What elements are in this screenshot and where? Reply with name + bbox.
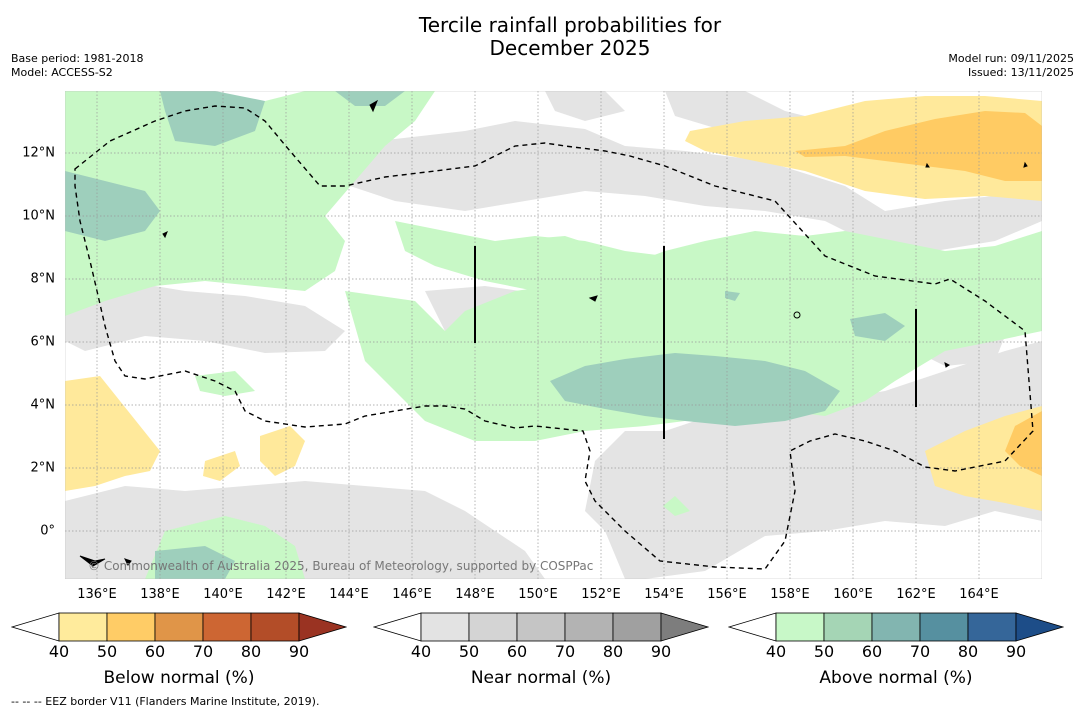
colorbar-tick-label: 60: [144, 642, 166, 661]
x-tick-label: 140°E: [203, 587, 243, 602]
meta-left: Base period: 1981-2018 Model: ACCESS-S2: [11, 52, 143, 80]
colorbar-max-extension: [1015, 612, 1065, 642]
x-tick-label: 142°E: [266, 587, 306, 602]
copyright-notice: © Commonwealth of Australia 2025, Bureau…: [88, 559, 594, 573]
x-tick-label: 158°E: [770, 587, 810, 602]
x-tick-label: 138°E: [140, 587, 180, 602]
y-tick-label: 12°N: [22, 145, 55, 161]
issued-date: Issued: 13/11/2025: [967, 66, 1074, 79]
map-svg: [65, 91, 1042, 579]
x-tick-label: 150°E: [518, 587, 558, 602]
x-tick-label: 162°E: [896, 587, 936, 602]
colorbar-tick-label: 90: [288, 642, 310, 661]
x-tick-label: 148°E: [455, 587, 495, 602]
colorbar-segment: [154, 612, 204, 642]
colorbar-above-normal: 40 50 60 70 80 90 Above normal (%): [727, 612, 1065, 688]
colorbar-min-extension: [10, 612, 60, 642]
x-tick-label: 160°E: [833, 587, 873, 602]
colorbar-tick-label: 90: [650, 642, 672, 661]
colorbar-tick-label: 50: [813, 642, 835, 661]
y-tick-label: 8°N: [30, 271, 56, 287]
title-line-1: Tercile rainfall probabilities for: [418, 13, 722, 37]
base-period: Base period: 1981-2018: [11, 52, 144, 65]
x-tick-label: 164°E: [959, 587, 999, 602]
colorbar-tick-label: 90: [1005, 642, 1027, 661]
x-tick-label: 152°E: [581, 587, 621, 602]
colorbar-tick-label: 40: [48, 642, 70, 661]
colorbar-segment: [919, 612, 969, 642]
meta-right: Model run: 09/11/2025 Issued: 13/11/2025: [948, 52, 1074, 80]
colorbar-segment: [106, 612, 156, 642]
colorbar-segment: [202, 612, 252, 642]
colorbar-segment: [516, 612, 566, 642]
colorbar-tick-label: 80: [957, 642, 979, 661]
colorbar-segment: [420, 612, 470, 642]
colorbar-min-extension: [372, 612, 422, 642]
colorbar-tick-label: 50: [458, 642, 480, 661]
colorbar-tick-label: 50: [96, 642, 118, 661]
colorbar-svg: [372, 612, 710, 642]
colorbar-tick-label: 80: [240, 642, 262, 661]
y-tick-label: 4°N: [30, 397, 56, 413]
colorbar-segment: [823, 612, 873, 642]
colorbar-min-extension: [727, 612, 777, 642]
colorbar-segment: [250, 612, 300, 642]
model-name: Model: ACCESS-S2: [11, 66, 113, 79]
colorbar-segment: [967, 612, 1017, 642]
colorbar-segment: [871, 612, 921, 642]
colorbar-tick-label: 60: [861, 642, 883, 661]
colorbar-segment: [775, 612, 825, 642]
title-line-2: December 2025: [489, 36, 651, 60]
colorbar-tick-label: 70: [554, 642, 576, 661]
x-tick-label: 156°E: [707, 587, 747, 602]
x-tick-label: 146°E: [392, 587, 432, 602]
colorbar-near-normal: 40 50 60 70 80 90 Near normal (%): [372, 612, 710, 688]
x-tick-label: 144°E: [329, 587, 369, 602]
colorbar-tick-label: 40: [410, 642, 432, 661]
colorbar-segment: [468, 612, 518, 642]
y-tick-label: 0°: [40, 523, 55, 539]
colorbar-svg: [10, 612, 348, 642]
colorbar-svg: [727, 612, 1065, 642]
colorbar-title: Near normal (%): [470, 668, 612, 688]
colorbar-tick-label: 70: [909, 642, 931, 661]
below-normal-50-regions: [795, 111, 1042, 476]
colorbar-tick-label: 40: [765, 642, 787, 661]
map-title: Tercile rainfall probabilities for Decem…: [0, 14, 1085, 60]
model-run: Model run: 09/11/2025: [948, 52, 1074, 65]
colorbar-segment: [564, 612, 614, 642]
colorbar-below-normal: 40 50 60 70 80 90 Below normal (%): [10, 612, 348, 688]
eez-footnote: -- -- -- EEZ border V11 (Flanders Marine…: [11, 695, 320, 708]
graticule: [65, 91, 1042, 579]
islands: [79, 99, 1028, 567]
colorbar-max-extension: [660, 612, 710, 642]
colorbar-max-extension: [298, 612, 348, 642]
eez-border: [74, 105, 1034, 570]
x-tick-label: 154°E: [644, 587, 684, 602]
x-tick-label: 136°E: [77, 587, 117, 602]
y-tick-label: 6°N: [30, 334, 56, 350]
y-tick-label: 10°N: [22, 208, 55, 224]
colorbar-title: Above normal (%): [819, 668, 973, 688]
colorbar-tick-label: 60: [506, 642, 528, 661]
colorbar-title: Below normal (%): [103, 668, 255, 688]
above-normal-50-regions: [65, 91, 905, 579]
y-tick-label: 2°N: [30, 460, 56, 476]
colorbar-tick-label: 80: [602, 642, 624, 661]
colorbar-segment: [612, 612, 662, 642]
colorbar-tick-label: 70: [192, 642, 214, 661]
eez-solid-segments: [474, 246, 917, 439]
map-panel: [65, 91, 1042, 579]
colorbar-segment: [58, 612, 108, 642]
